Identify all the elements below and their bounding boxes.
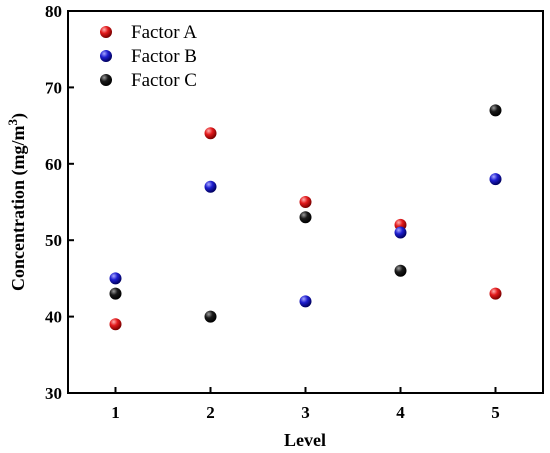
point-factor-c-level-4 [394,264,407,277]
x-tick-label: 3 [301,403,310,422]
point-factor-b-level-4 [394,226,407,239]
legend-marker [100,26,112,38]
point-factor-c-level-3 [299,211,312,224]
point-factor-a-level-2 [204,127,217,140]
y-tick-label: 30 [45,384,62,403]
y-axis-title-main: Concentration (mg/m [8,126,29,291]
point-factor-b-level-3 [299,295,312,308]
x-axis-title: Level [284,430,326,450]
y-axis-title: Concentration (mg/m3) [5,113,29,291]
legend: Factor A Factor B Factor C [100,22,197,91]
point-factor-c-level-5 [489,104,502,117]
x-tick-label: 4 [396,403,405,422]
y-tick-label: 40 [45,308,62,327]
legend-marker [100,74,112,86]
point-factor-a-level-1 [109,318,122,331]
x-tick-label: 5 [491,403,500,422]
point-factor-a-level-3 [299,196,312,208]
legend-label: Factor C [131,70,197,91]
y-axis: 30 40 50 60 70 80 [45,2,74,403]
point-factor-b-level-5 [489,173,502,186]
legend-marker [100,50,112,62]
y-axis-title-sup: 3 [5,119,20,126]
y-tick-label: 60 [45,155,62,174]
y-axis-title-close: ) [8,113,29,119]
point-factor-a-level-5 [489,287,502,300]
x-tick-label: 1 [111,403,120,422]
point-factor-c-level-1 [109,287,122,300]
legend-label: Factor A [131,22,197,43]
y-tick-label: 50 [45,231,62,250]
x-tick-label: 2 [206,403,215,422]
data-points [109,104,502,331]
x-axis: 1 2 3 4 5 [111,387,500,422]
point-factor-c-level-2 [204,310,217,323]
point-factor-b-level-1 [109,272,122,285]
point-factor-b-level-2 [204,180,217,193]
y-tick-label: 70 [45,78,62,97]
y-tick-label: 80 [45,2,62,21]
legend-label: Factor B [131,46,197,67]
